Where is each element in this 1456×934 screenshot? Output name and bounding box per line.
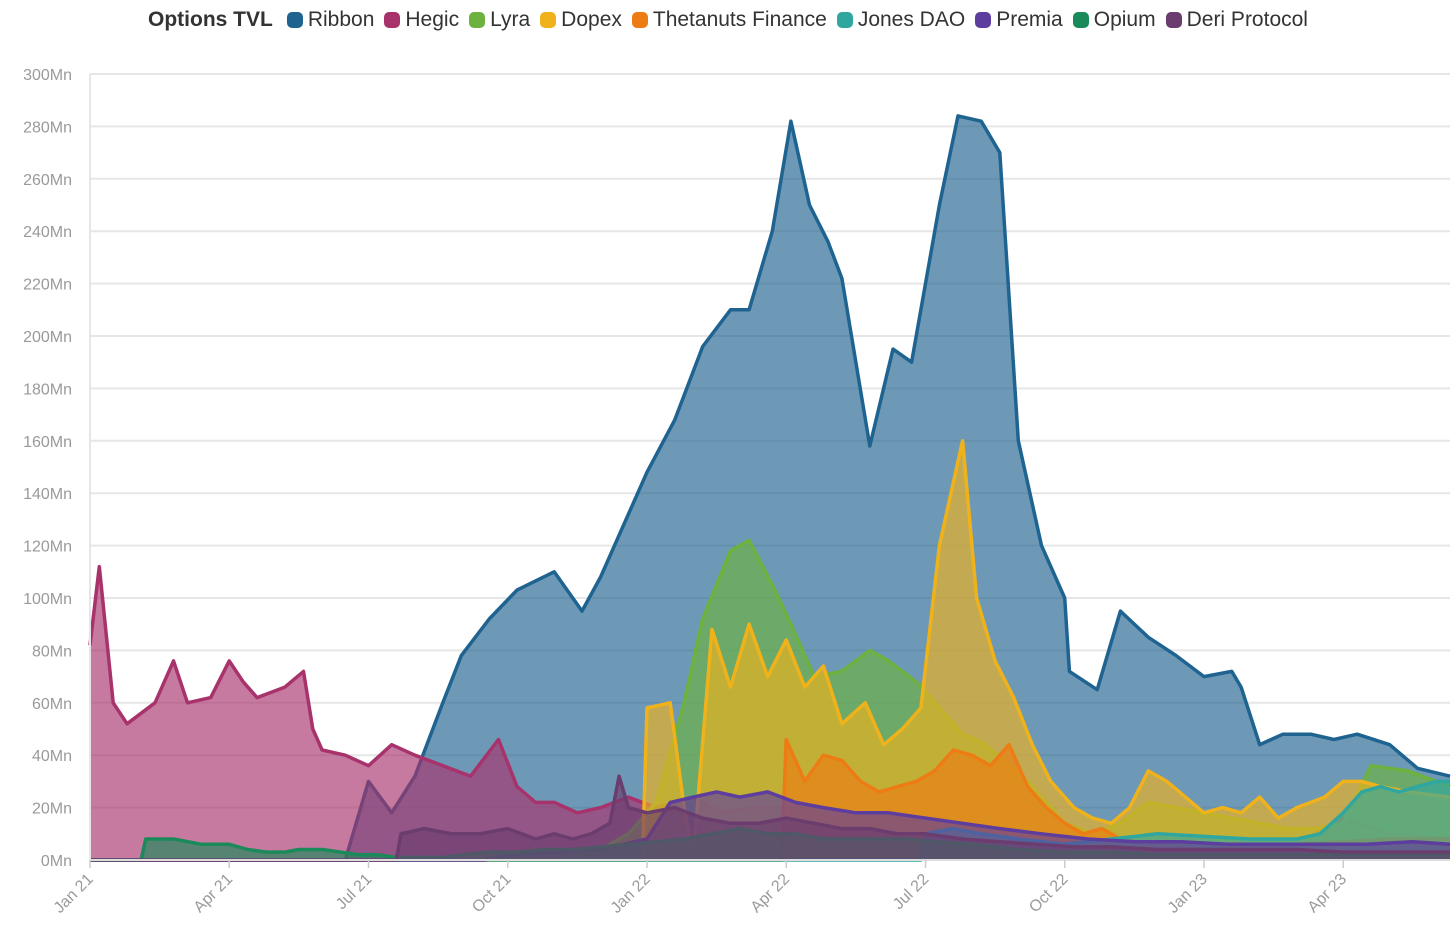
x-axis-ticks: Jan 21 Apr 21 Jul 21 Oct 21 Jan 22 Apr 22 Jul … xyxy=(51,860,1350,917)
legend-label: Jones DAO xyxy=(857,8,966,31)
y-tick-label: 0Mn xyxy=(41,853,72,870)
legend-label: Lyra xyxy=(490,8,531,31)
legend-item-7[interactable]: Opium xyxy=(1072,8,1156,32)
series-line-8 xyxy=(90,774,1450,862)
y-tick-label: 220Mn xyxy=(23,277,72,294)
legend-swatch xyxy=(286,12,303,28)
y-tick-label: 280Mn xyxy=(23,119,72,136)
legend-item-5[interactable]: Jones DAO xyxy=(836,8,966,32)
y-axis-ticks: 0Mn 20Mn 40Mn 60Mn 80Mn 100Mn 120Mn 140Mn 160Mn 1… xyxy=(23,67,72,870)
x-tick-label: Apr 22 xyxy=(748,871,793,916)
legend-label: Deri Protocol xyxy=(1186,8,1308,31)
legend-item-6[interactable]: Premia xyxy=(975,8,1063,32)
y-tick-label: 180Mn xyxy=(23,381,72,398)
y-tick-label: 20Mn xyxy=(32,801,72,818)
area-series xyxy=(88,114,1451,862)
legend-swatch xyxy=(631,12,648,28)
y-tick-label: 240Mn xyxy=(23,224,72,241)
legend-label: Hegic xyxy=(405,8,460,31)
legend-swatch xyxy=(975,12,992,28)
x-tick-label: Oct 21 xyxy=(469,871,514,916)
y-tick-label: 160Mn xyxy=(23,434,72,451)
x-tick-label: Apr 23 xyxy=(1305,871,1350,916)
legend-label: Thetanuts Finance xyxy=(652,8,827,31)
x-tick-label: Jan 21 xyxy=(51,871,97,917)
series-line-3 xyxy=(90,439,1451,862)
y-tick-label: 140Mn xyxy=(23,486,72,503)
y-tick-label: 60Mn xyxy=(32,696,72,713)
legend-item-8[interactable]: Deri Protocol xyxy=(1165,8,1308,32)
y-tick-label: 40Mn xyxy=(32,748,72,765)
legend-item-1[interactable]: Hegic xyxy=(384,8,459,32)
x-tick-label: Jan 22 xyxy=(608,871,654,917)
legend-item-2[interactable]: Lyra xyxy=(469,8,530,32)
x-tick-label: Apr 21 xyxy=(191,871,236,916)
x-tick-label: Jul 21 xyxy=(333,871,375,913)
y-tick-label: 300Mn xyxy=(23,67,72,84)
area-fill-3 xyxy=(90,440,1450,860)
legend: Options TVL Ribbon Hegic Lyra Dopex Thetanut… xyxy=(0,8,1456,32)
legend-item-3[interactable]: Dopex xyxy=(540,8,622,32)
y-tick-label: 80Mn xyxy=(32,643,72,660)
x-tick-label: Oct 22 xyxy=(1026,871,1071,916)
legend-label: Dopex xyxy=(561,8,622,31)
legend-swatch xyxy=(836,12,853,28)
area-fill-8 xyxy=(90,776,1450,860)
area-fill-1 xyxy=(90,566,1450,860)
x-tick-label: Jan 23 xyxy=(1165,871,1211,917)
y-tick-label: 120Mn xyxy=(23,539,72,556)
y-tick-label: 100Mn xyxy=(23,591,72,608)
area-fill-0 xyxy=(90,115,1450,860)
legend-swatch xyxy=(1072,12,1089,28)
legend-label: Premia xyxy=(996,8,1063,31)
legend-item-4[interactable]: Thetanuts Finance xyxy=(631,8,827,32)
chart-title: Options TVL xyxy=(148,8,273,31)
y-tick-label: 200Mn xyxy=(23,329,72,346)
legend-item-0[interactable]: Ribbon xyxy=(286,8,375,32)
y-tick-label: 260Mn xyxy=(23,172,72,189)
legend-swatch xyxy=(540,12,557,28)
legend-label: Ribbon xyxy=(307,8,375,31)
x-tick-label: Jul 22 xyxy=(890,871,932,913)
legend-swatch xyxy=(1165,12,1182,28)
legend-swatch xyxy=(469,12,486,28)
legend-swatch xyxy=(384,12,401,28)
legend-label: Opium xyxy=(1093,8,1156,31)
series-line-0 xyxy=(90,114,1451,862)
axes xyxy=(89,74,1450,861)
